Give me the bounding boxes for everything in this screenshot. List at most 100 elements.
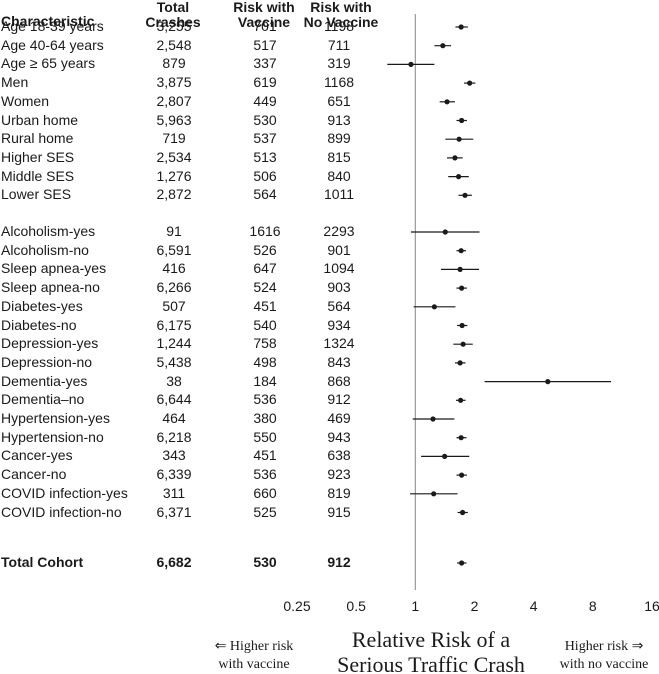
x-tick-label: 8 — [589, 598, 597, 614]
header-characteristic: Characteristic — [1, 13, 95, 29]
row-total-crashes: 343 — [162, 447, 186, 464]
row-label: Women — [1, 92, 49, 109]
row-risk-vaccine: 530 — [253, 111, 277, 128]
x-tick-label: 4 — [530, 598, 538, 614]
header-risk-vaccine: Risk with Vaccine — [228, 0, 300, 30]
x-tick-label: 1 — [411, 598, 419, 614]
row-label: Cancer-yes — [1, 447, 73, 464]
row-label: Middle SES — [1, 167, 75, 184]
row-risk-vaccine: 451 — [253, 447, 277, 464]
point-estimate — [456, 136, 462, 142]
point-estimate — [458, 397, 464, 403]
row-total-crashes: 464 — [162, 410, 186, 426]
row-label: Sleep apnea-yes — [1, 260, 107, 277]
row-risk-vaccine: 337 — [253, 55, 277, 72]
row-risk-no-vaccine: 934 — [327, 316, 351, 333]
row-total-crashes: 91 — [166, 223, 182, 239]
row-risk-vaccine: 536 — [253, 391, 277, 408]
row-risk-no-vaccine: 1198 — [323, 18, 355, 34]
point-estimate — [458, 248, 464, 254]
row-label: Diabetes-yes — [1, 297, 83, 314]
row-label: Hypertension-yes — [1, 410, 110, 426]
row-total-crashes: 3,255 — [156, 18, 192, 34]
point-estimate — [459, 560, 465, 566]
row-risk-vaccine: 660 — [253, 484, 277, 501]
row-label: Lower SES — [1, 186, 72, 203]
row-risk-no-vaccine: 469 — [327, 410, 351, 426]
row-risk-no-vaccine: 651 — [327, 92, 351, 109]
row-total-crashes: 2,807 — [156, 92, 192, 109]
row-risk-vaccine: 526 — [253, 241, 277, 258]
row-risk-no-vaccine: 943 — [327, 428, 351, 445]
row-total-crashes: 6,218 — [156, 428, 192, 445]
point-estimate — [467, 80, 473, 86]
point-estimate — [408, 61, 414, 67]
point-estimate — [458, 24, 464, 30]
point-estimate — [431, 304, 437, 310]
row-risk-no-vaccine: 564 — [327, 297, 351, 314]
row-risk-vaccine: 530 — [253, 554, 277, 570]
point-estimate — [430, 416, 436, 422]
row-label: Rural home — [1, 130, 74, 147]
x-tick-label: 0.25 — [283, 598, 310, 614]
row-risk-no-vaccine: 1324 — [323, 335, 355, 352]
row-label: Cancer-no — [1, 466, 67, 483]
row-total-crashes: 719 — [162, 130, 186, 147]
point-estimate — [459, 322, 465, 329]
row-total-crashes: 6,644 — [156, 391, 192, 408]
x-tick-label: 2 — [471, 598, 479, 614]
row-risk-vaccine: 498 — [253, 353, 277, 370]
row-total-crashes: 1,244 — [156, 335, 192, 352]
row-risk-vaccine: 564 — [253, 186, 277, 203]
right-annotation-line1: Higher risk ⇒ — [565, 639, 644, 654]
row-risk-no-vaccine: 815 — [327, 148, 351, 165]
row-risk-no-vaccine: 319 — [327, 55, 351, 72]
x-axis-label-line1: Relative Risk of a — [352, 627, 510, 652]
row-label: Age ≥ 65 years — [1, 55, 96, 72]
point-estimate — [460, 509, 466, 516]
row-risk-no-vaccine: 819 — [327, 484, 351, 501]
header-risk-vaccine-line1: Risk with — [233, 0, 295, 15]
point-estimate — [440, 43, 446, 49]
header-risk-vaccine-line2: Vaccine — [237, 14, 291, 30]
row-label: COVID infection-no — [1, 503, 122, 520]
point-estimate — [460, 341, 466, 347]
row-total-crashes: 507 — [162, 297, 186, 314]
row-risk-vaccine: 1616 — [249, 223, 281, 239]
row-risk-vaccine: 550 — [253, 428, 277, 445]
header-total-crashes-line2: Crashes — [145, 14, 201, 30]
row-risk-no-vaccine: 899 — [327, 130, 351, 147]
row-total-crashes: 2,548 — [156, 36, 192, 53]
row-label: Total Cohort — [1, 554, 84, 570]
point-estimate — [457, 360, 463, 366]
row-label: Men — [1, 74, 29, 91]
header-risk-no-vaccine-line2: No Vaccine — [303, 14, 379, 30]
row-label: Age 40-64 years — [1, 36, 104, 53]
point-estimate — [458, 435, 464, 441]
point-estimate — [457, 266, 463, 272]
row-risk-vaccine: 540 — [253, 316, 277, 333]
row-risk-vaccine: 647 — [253, 260, 277, 277]
row-risk-vaccine: 525 — [253, 503, 277, 520]
point-estimate — [459, 472, 465, 478]
row-total-crashes: 38 — [166, 372, 182, 389]
row-risk-no-vaccine: 2293 — [323, 223, 355, 239]
point-estimate — [442, 229, 448, 235]
row-risk-no-vaccine: 843 — [327, 353, 351, 370]
point-estimate — [545, 379, 551, 385]
row-risk-vaccine: 524 — [253, 279, 277, 296]
row-risk-no-vaccine: 1011 — [323, 186, 355, 203]
header-risk-no-vaccine-line1: Risk with — [310, 0, 372, 15]
row-total-crashes: 416 — [162, 260, 186, 277]
row-risk-vaccine: 184 — [253, 372, 277, 389]
row-risk-no-vaccine: 923 — [327, 466, 351, 483]
point-estimate — [444, 99, 450, 105]
row-risk-no-vaccine: 901 — [327, 241, 351, 258]
row-label: Urban home — [1, 111, 79, 128]
row-risk-vaccine: 619 — [253, 74, 277, 91]
row-risk-no-vaccine: 915 — [327, 503, 351, 520]
row-total-crashes: 6,371 — [156, 503, 192, 520]
row-label: Dementia-yes — [1, 372, 88, 389]
row-label: Alcoholism-no — [1, 241, 89, 258]
